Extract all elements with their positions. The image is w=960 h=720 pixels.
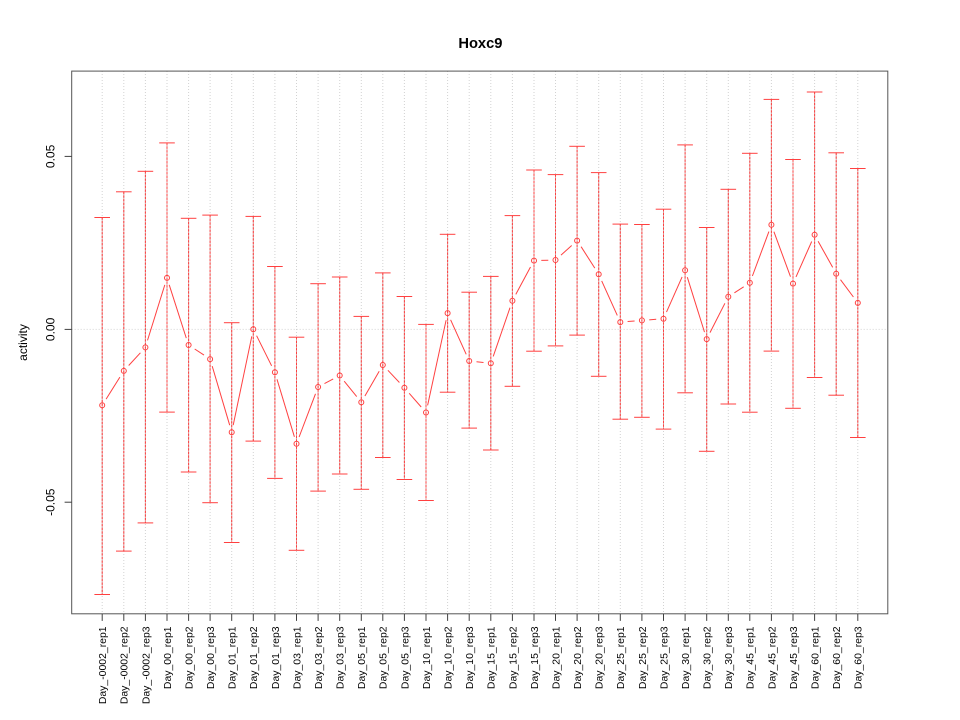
svg-text:Day_03_rep1: Day_03_rep1	[292, 626, 303, 689]
svg-text:Day_05_rep2: Day_05_rep2	[379, 626, 390, 689]
svg-text:Day_-0002_rep3: Day_-0002_rep3	[141, 626, 152, 704]
svg-text:Day_03_rep3: Day_03_rep3	[336, 626, 347, 689]
svg-text:Day_01_rep2: Day_01_rep2	[249, 626, 260, 689]
svg-text:Day_20_rep2: Day_20_rep2	[573, 626, 584, 689]
svg-text:Day_00_rep1: Day_00_rep1	[163, 626, 174, 689]
svg-text:Day_20_rep3: Day_20_rep3	[595, 626, 606, 689]
svg-text:Day_30_rep3: Day_30_rep3	[724, 626, 735, 689]
svg-text:Day_05_rep1: Day_05_rep1	[357, 626, 368, 689]
svg-text:Day_00_rep3: Day_00_rep3	[206, 626, 217, 689]
svg-text:Day_20_rep1: Day_20_rep1	[551, 626, 562, 689]
svg-text:Day_15_rep2: Day_15_rep2	[508, 626, 519, 689]
svg-text:Day_05_rep3: Day_05_rep3	[400, 626, 411, 689]
svg-text:Day_25_rep2: Day_25_rep2	[638, 626, 649, 689]
svg-text:Day_10_rep2: Day_10_rep2	[444, 626, 455, 689]
svg-text:Day_03_rep2: Day_03_rep2	[314, 626, 325, 689]
svg-text:Day_15_rep1: Day_15_rep1	[487, 626, 498, 689]
svg-text:activity: activity	[16, 324, 30, 361]
svg-text:-0.05: -0.05	[43, 488, 57, 516]
svg-text:Day_15_rep3: Day_15_rep3	[530, 626, 541, 689]
svg-text:Day_-0002_rep2: Day_-0002_rep2	[120, 626, 131, 704]
svg-text:Day_00_rep2: Day_00_rep2	[185, 626, 196, 689]
svg-text:Day_30_rep2: Day_30_rep2	[703, 626, 714, 689]
svg-text:Day_60_rep3: Day_60_rep3	[854, 626, 865, 689]
svg-text:Day_25_rep3: Day_25_rep3	[659, 626, 670, 689]
svg-text:0.05: 0.05	[43, 144, 57, 168]
svg-text:Day_10_rep1: Day_10_rep1	[422, 626, 433, 689]
svg-text:Day_60_rep1: Day_60_rep1	[811, 626, 822, 689]
svg-text:0.00: 0.00	[43, 317, 57, 341]
svg-text:Day_45_rep3: Day_45_rep3	[789, 626, 800, 689]
svg-text:Day_30_rep1: Day_30_rep1	[681, 626, 692, 689]
svg-text:Day_45_rep1: Day_45_rep1	[746, 626, 757, 689]
svg-text:Day_01_rep3: Day_01_rep3	[271, 626, 282, 689]
svg-text:Day_25_rep1: Day_25_rep1	[616, 626, 627, 689]
svg-text:Day_-0002_rep1: Day_-0002_rep1	[98, 626, 109, 704]
svg-text:Day_60_rep2: Day_60_rep2	[832, 626, 843, 689]
svg-text:Hoxc9: Hoxc9	[458, 36, 502, 52]
svg-text:Day_45_rep2: Day_45_rep2	[767, 626, 778, 689]
svg-text:Day_01_rep1: Day_01_rep1	[228, 626, 239, 689]
svg-text:Day_10_rep3: Day_10_rep3	[465, 626, 476, 689]
